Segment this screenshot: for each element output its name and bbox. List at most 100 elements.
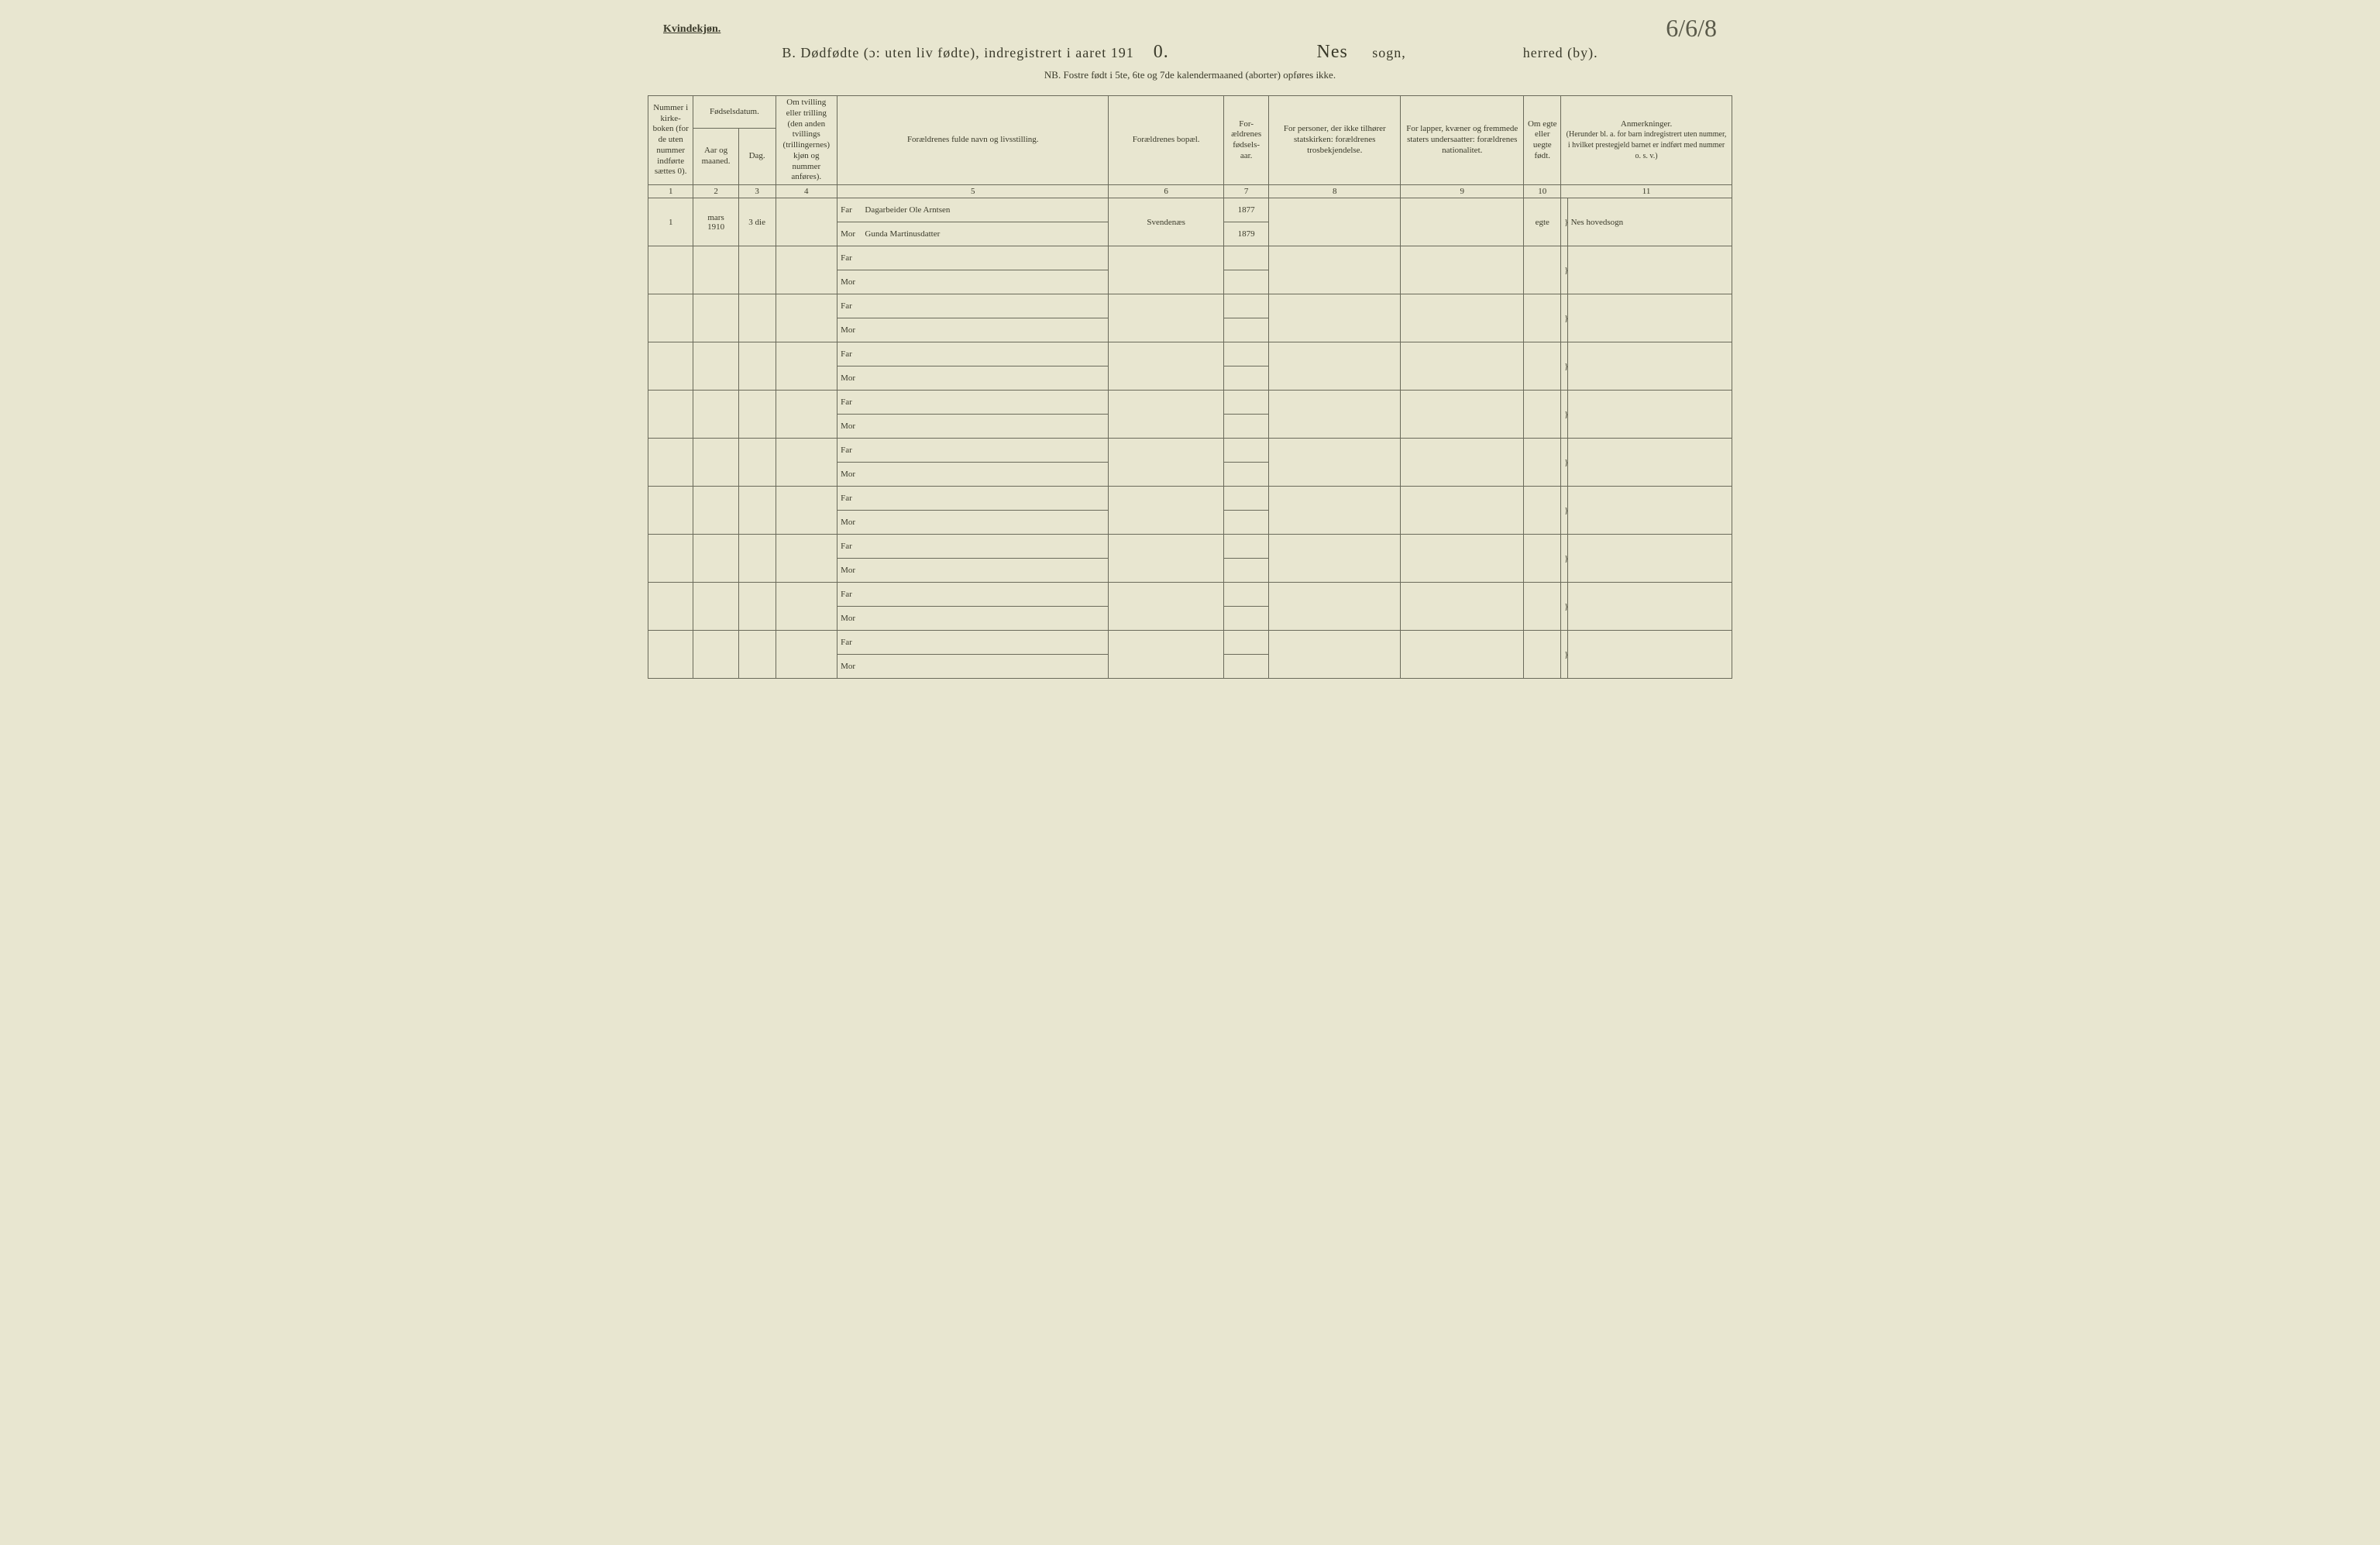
- mother-name: [862, 559, 1108, 583]
- mother-name: [862, 318, 1108, 342]
- father-name: [862, 246, 1108, 270]
- father-birth-year: 1877: [1223, 198, 1268, 222]
- entry-day: [738, 294, 776, 342]
- entry-twin: [776, 631, 837, 679]
- mother-birth-year: [1223, 463, 1268, 487]
- table-row: 1mars19103 dieFarDagarbeider Ole Arntsen…: [648, 198, 1732, 222]
- mor-label: Mor: [837, 655, 862, 679]
- entry-number: [648, 342, 693, 391]
- mother-name: [862, 415, 1108, 439]
- brace: }: [1561, 439, 1567, 487]
- father-name: [862, 439, 1108, 463]
- page-number-handwritten: 6/6/8: [1666, 14, 1717, 43]
- table-row: Far}: [648, 487, 1732, 511]
- entry-faith: [1269, 391, 1401, 439]
- entry-month-year: [693, 535, 738, 583]
- entry-residence: [1109, 535, 1224, 583]
- father-birth-year: [1223, 342, 1268, 366]
- col-10-header: Om egte eller uegte født.: [1524, 96, 1561, 185]
- table-row: Far}: [648, 631, 1732, 655]
- entry-month-year: [693, 583, 738, 631]
- entry-faith: [1269, 487, 1401, 535]
- mor-label: Mor: [837, 559, 862, 583]
- mother-birth-year: [1223, 270, 1268, 294]
- entry-twin: [776, 535, 837, 583]
- entry-residence: [1109, 583, 1224, 631]
- entry-legitimacy: [1524, 439, 1561, 487]
- entry-month-year: [693, 391, 738, 439]
- entry-legitimacy: [1524, 342, 1561, 391]
- entry-twin: [776, 487, 837, 535]
- colnum-1: 1: [648, 185, 693, 198]
- father-name: [862, 631, 1108, 655]
- entry-remark: [1567, 487, 1732, 535]
- far-label: Far: [837, 583, 862, 607]
- entry-remark: [1567, 583, 1732, 631]
- father-name: [862, 535, 1108, 559]
- entry-number: [648, 294, 693, 342]
- colnum-11: 11: [1561, 185, 1732, 198]
- title-prefix: B. Dødfødte (ɔ: uten liv fødte), indregi…: [782, 45, 1133, 60]
- entry-month-year: [693, 246, 738, 294]
- mother-name: Gunda Martinusdatter: [862, 222, 1108, 246]
- colnum-3: 3: [738, 185, 776, 198]
- mor-label: Mor: [837, 222, 862, 246]
- table-row: Far}: [648, 246, 1732, 270]
- entry-nationality: [1401, 631, 1524, 679]
- mother-birth-year: [1223, 415, 1268, 439]
- mor-label: Mor: [837, 607, 862, 631]
- entry-twin: [776, 439, 837, 487]
- father-birth-year: [1223, 583, 1268, 607]
- brace: }: [1561, 294, 1567, 342]
- far-label: Far: [837, 631, 862, 655]
- col-2-header-top: Fødselsdatum.: [693, 96, 776, 129]
- mother-birth-year: [1223, 366, 1268, 391]
- title-year-hand: 0.: [1134, 42, 1188, 63]
- entry-remark: Nes hovedsogn: [1567, 198, 1732, 246]
- mother-birth-year: 1879: [1223, 222, 1268, 246]
- col-5-header: Forældrenes fulde navn og livsstilling.: [837, 96, 1109, 185]
- column-number-row: 1 2 3 4 5 6 7 8 9 10 11: [648, 185, 1732, 198]
- entry-number: [648, 246, 693, 294]
- entry-nationality: [1401, 487, 1524, 535]
- col-1-header: Nummer i kirke-boken (for de uten nummer…: [648, 96, 693, 185]
- entry-residence: [1109, 439, 1224, 487]
- register-page: Kvindekjøn. 6/6/8 B. Dødfødte (ɔ: uten l…: [617, 0, 1763, 702]
- father-name: [862, 342, 1108, 366]
- entry-remark: [1567, 246, 1732, 294]
- entry-remark: [1567, 535, 1732, 583]
- far-label: Far: [837, 439, 862, 463]
- father-birth-year: [1223, 439, 1268, 463]
- far-label: Far: [837, 535, 862, 559]
- entry-number: [648, 583, 693, 631]
- table-row: Far}: [648, 583, 1732, 607]
- entry-twin: [776, 583, 837, 631]
- entry-faith: [1269, 535, 1401, 583]
- entry-number: 1: [648, 198, 693, 246]
- far-label: Far: [837, 246, 862, 270]
- col-7-header: For-ældrenes fødsels-aar.: [1223, 96, 1268, 185]
- entry-remark: [1567, 391, 1732, 439]
- colnum-6: 6: [1109, 185, 1224, 198]
- col-2b-header: Dag.: [738, 129, 776, 185]
- father-birth-year: [1223, 391, 1268, 415]
- entry-number: [648, 487, 693, 535]
- entry-day: [738, 487, 776, 535]
- entry-day: [738, 391, 776, 439]
- entry-month-year: [693, 439, 738, 487]
- col-11-sub: (Herunder bl. a. for barn indregistrert …: [1567, 130, 1727, 160]
- far-label: Far: [837, 487, 862, 511]
- mother-name: [862, 463, 1108, 487]
- entry-number: [648, 439, 693, 487]
- father-birth-year: [1223, 631, 1268, 655]
- entry-residence: [1109, 342, 1224, 391]
- entry-faith: [1269, 439, 1401, 487]
- mother-birth-year: [1223, 607, 1268, 631]
- brace: }: [1561, 631, 1567, 679]
- colnum-7: 7: [1223, 185, 1268, 198]
- col-9-header: For lapper, kvæner og fremmede staters u…: [1401, 96, 1524, 185]
- father-name: [862, 391, 1108, 415]
- mother-name: [862, 366, 1108, 391]
- entry-nationality: [1401, 342, 1524, 391]
- entry-month-year: [693, 487, 738, 535]
